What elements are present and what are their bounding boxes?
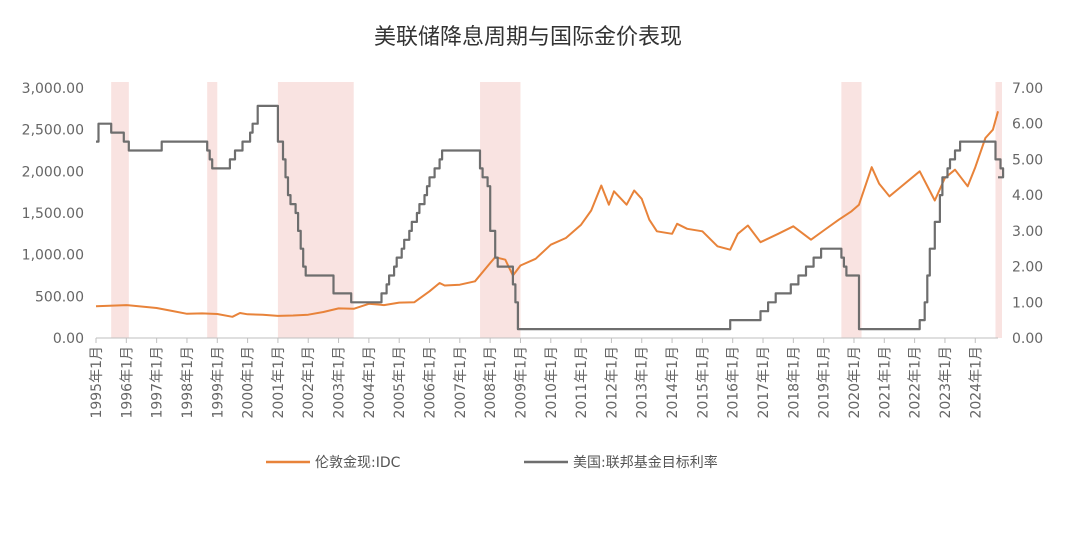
x-tick-label: 2010年1月 — [544, 346, 560, 419]
chart-title: 美联储降息周期与国际金价表现 — [374, 25, 682, 50]
x-tick-label: 2017年1月 — [756, 346, 772, 419]
x-tick-label: 2016年1月 — [726, 346, 742, 419]
y-left-tick-label: 0.00 — [53, 331, 84, 347]
series-lines — [95, 104, 1005, 331]
legend: 伦敦金现:IDC 美国:联邦基金目标利率 — [266, 454, 718, 471]
x-tick-label: 2020年1月 — [847, 346, 863, 419]
y-right-tick-label: 2.00 — [1012, 260, 1043, 276]
y-left-tick-label: 1,500.00 — [22, 206, 84, 222]
shaded-period-2 — [277, 82, 354, 338]
y-left-tick-label: 2,500.00 — [22, 123, 84, 139]
shaded-period-0 — [111, 82, 129, 338]
y-left-tick-label: 500.00 — [35, 289, 84, 305]
x-tick-label: 2023年1月 — [938, 346, 954, 419]
x-tick-label: 2006年1月 — [423, 346, 439, 419]
x-tick-label: 1999年1月 — [210, 346, 226, 419]
x-tick-label: 2009年1月 — [513, 346, 529, 419]
shaded-period-1 — [207, 82, 218, 338]
x-tick-label: 1998年1月 — [180, 346, 196, 419]
x-tick-label: 2012年1月 — [604, 346, 620, 419]
y-right-tick-label: 1.00 — [1012, 295, 1043, 311]
x-tick-label: 2002年1月 — [301, 346, 317, 419]
axes: 0.00 500.00 1,000.00 1,500.00 2,000.00 2,500.… — [22, 81, 1044, 419]
legend-label-rate: 美国:联邦基金目标利率 — [573, 454, 718, 471]
x-tick-label: 2007年1月 — [453, 346, 469, 419]
x-tick-label: 2024年1月 — [968, 346, 984, 419]
x-tick-label: 2005年1月 — [392, 346, 408, 419]
x-tick-label: 2022年1月 — [908, 346, 924, 419]
x-tick-label: 2019年1月 — [817, 346, 833, 419]
x-tick-label: 2008年1月 — [483, 346, 499, 419]
series-line-1 — [96, 104, 1005, 331]
x-tick-label: 2000年1月 — [241, 346, 257, 419]
x-tick-label: 2003年1月 — [332, 346, 348, 419]
x-tick-label: 2021年1月 — [877, 346, 893, 419]
x-tick-label: 2015年1月 — [695, 346, 711, 419]
y-right-tick-label: 7.00 — [1012, 81, 1043, 97]
x-tick-label: 2011年1月 — [574, 346, 590, 419]
x-tick-label: 2018年1月 — [786, 346, 802, 419]
shaded-periods — [111, 82, 1002, 338]
shaded-period-3 — [480, 82, 521, 338]
y-right-tick-label: 4.00 — [1012, 188, 1043, 204]
y-left-tick-label: 3,000.00 — [22, 81, 84, 97]
y-right-tick-label: 6.00 — [1012, 117, 1043, 133]
x-tick-label: 1995年1月 — [89, 346, 105, 419]
shaded-period-5 — [995, 82, 1002, 338]
y-left-tick-label: 1,000.00 — [22, 248, 84, 264]
x-tick-label: 2014年1月 — [665, 346, 681, 419]
series-line-0 — [95, 111, 999, 318]
y-right-tick-label: 0.00 — [1012, 331, 1043, 347]
x-tick-label: 1996年1月 — [119, 346, 135, 419]
x-tick-label: 2001年1月 — [271, 346, 287, 419]
x-tick-label: 2013年1月 — [635, 346, 651, 419]
y-right-tick-label: 3.00 — [1012, 224, 1043, 240]
y-left-tick-label: 2,000.00 — [22, 164, 84, 180]
legend-label-gold: 伦敦金现:IDC — [315, 455, 401, 471]
x-tick-label: 2004年1月 — [362, 346, 378, 419]
x-tick-label: 1997年1月 — [150, 346, 166, 419]
y-right-tick-label: 5.00 — [1012, 152, 1043, 168]
